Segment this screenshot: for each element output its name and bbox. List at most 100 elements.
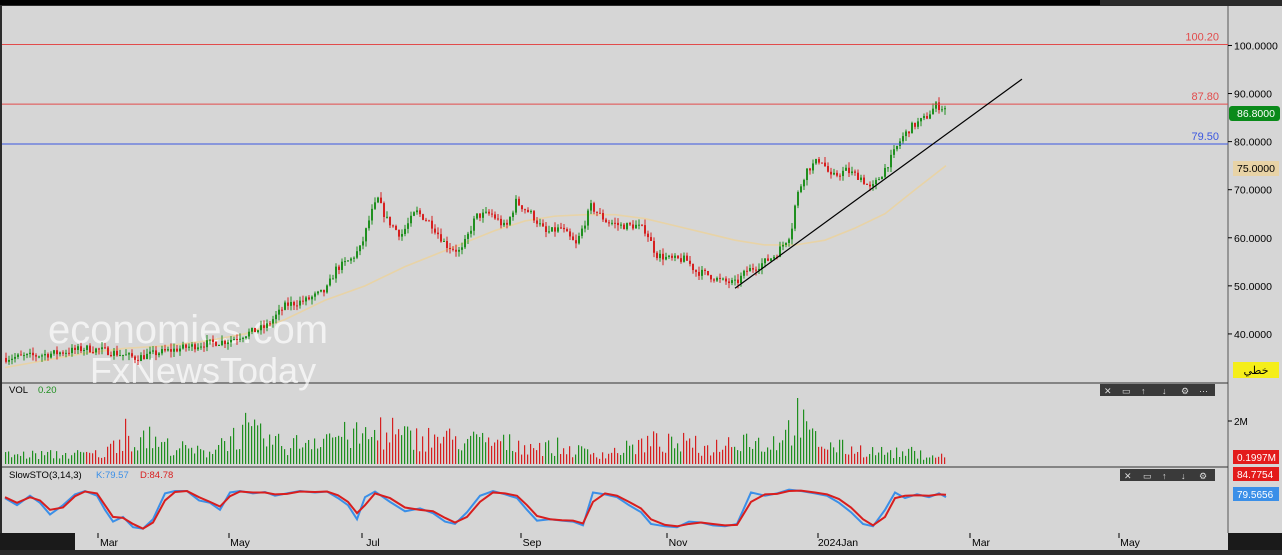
candle-body bbox=[407, 223, 409, 229]
volume-title: VOL bbox=[9, 385, 28, 396]
stochastic-panel[interactable] bbox=[2, 467, 1228, 533]
volume-bar bbox=[332, 437, 334, 464]
volume-bar bbox=[161, 442, 163, 464]
volume-bar bbox=[557, 437, 559, 464]
window-icon[interactable]: ▭ bbox=[1143, 471, 1152, 481]
price-axis-label: 50.0000 bbox=[1234, 281, 1272, 293]
volume-bar bbox=[746, 433, 748, 464]
candle-body bbox=[905, 131, 907, 137]
volume-bar bbox=[575, 454, 577, 464]
candle-body bbox=[356, 251, 358, 258]
candle-body bbox=[524, 209, 526, 211]
volume-bar bbox=[704, 445, 706, 464]
candle-body bbox=[608, 222, 610, 224]
collapse-icon[interactable]: ✕ bbox=[1124, 471, 1132, 481]
candle-body bbox=[365, 228, 367, 242]
candle-body bbox=[554, 227, 556, 232]
volume-bar bbox=[761, 451, 763, 464]
candle-body bbox=[623, 224, 625, 230]
volume-bar bbox=[839, 439, 841, 464]
candle-body bbox=[830, 171, 832, 175]
candle-body bbox=[41, 355, 43, 357]
volume-bar bbox=[149, 426, 151, 464]
candle-body bbox=[80, 346, 82, 352]
volume-bar bbox=[626, 440, 628, 464]
volume-bar bbox=[590, 454, 592, 464]
volume-bar bbox=[509, 434, 511, 464]
move-up-icon[interactable]: ↑ bbox=[1162, 471, 1167, 481]
candle-body bbox=[479, 213, 481, 218]
volume-bar bbox=[59, 458, 61, 464]
volume-bar bbox=[20, 455, 22, 464]
candle-body bbox=[668, 255, 670, 257]
volume-bar bbox=[416, 428, 418, 464]
volume-bar bbox=[431, 447, 433, 464]
candle-body bbox=[548, 231, 550, 233]
candle-body bbox=[848, 167, 850, 174]
candle-body bbox=[605, 219, 607, 223]
volume-bar bbox=[836, 452, 838, 464]
candle-body bbox=[380, 197, 382, 204]
volume-bar bbox=[320, 447, 322, 464]
volume-bar bbox=[287, 455, 289, 464]
volume-bar bbox=[806, 421, 808, 464]
volume-bar bbox=[476, 434, 478, 464]
volume-bar bbox=[251, 426, 253, 464]
price-axis-label: 70.0000 bbox=[1234, 185, 1272, 197]
volume-bar bbox=[497, 439, 499, 464]
volume-bar bbox=[896, 447, 898, 464]
volume-bar bbox=[272, 444, 274, 464]
volume-bar bbox=[230, 436, 232, 464]
move-down-icon[interactable]: ↓ bbox=[1162, 386, 1167, 396]
volume-bar bbox=[314, 438, 316, 464]
settings-icon[interactable]: ⚙ bbox=[1181, 386, 1189, 396]
volume-bar bbox=[425, 451, 427, 464]
candle-body bbox=[110, 354, 112, 356]
volume-bar bbox=[380, 417, 382, 464]
volume-bar bbox=[335, 437, 337, 464]
volume-bar bbox=[500, 441, 502, 464]
candle-body bbox=[128, 353, 130, 355]
candle-body bbox=[686, 255, 688, 261]
time-axis: Mar May Jul Sep Nov 2024Jan Mar May bbox=[97, 533, 1141, 549]
candle-body bbox=[26, 353, 28, 356]
arabic-badge[interactable] bbox=[1233, 362, 1279, 378]
candle-body bbox=[413, 212, 415, 216]
candle-body bbox=[464, 238, 466, 248]
collapse-icon[interactable]: ✕ bbox=[1104, 386, 1112, 396]
move-down-icon[interactable]: ↓ bbox=[1181, 471, 1186, 481]
candle-body bbox=[656, 252, 658, 259]
volume-bar bbox=[41, 451, 43, 464]
candle-body bbox=[404, 228, 406, 235]
more-icon[interactable]: ⋯ bbox=[1199, 386, 1208, 396]
settings-icon[interactable]: ⚙ bbox=[1199, 471, 1207, 481]
volume-bar bbox=[473, 431, 475, 464]
candle-body bbox=[206, 340, 208, 348]
candle-body bbox=[737, 279, 739, 284]
volume-bar bbox=[878, 452, 880, 464]
watermark-line-2: FxNewsToday bbox=[90, 350, 316, 391]
candle-body bbox=[221, 340, 223, 345]
volume-bar bbox=[269, 434, 271, 464]
move-up-icon[interactable]: ↑ bbox=[1141, 386, 1146, 396]
window-icon[interactable]: ▭ bbox=[1122, 386, 1131, 396]
candle-body bbox=[785, 242, 787, 245]
candle-body bbox=[725, 278, 727, 282]
candle-body bbox=[881, 176, 883, 180]
price-panel[interactable] bbox=[2, 6, 1228, 383]
volume-bar bbox=[545, 442, 547, 464]
volume-bar bbox=[221, 438, 223, 464]
trendline[interactable] bbox=[734, 78, 1023, 289]
candle-body bbox=[260, 325, 262, 331]
candle-body bbox=[284, 302, 286, 310]
candle-body bbox=[158, 353, 160, 356]
volume-bar bbox=[863, 457, 865, 464]
volume-bar bbox=[731, 447, 733, 464]
price-axis-label: 90.0000 bbox=[1234, 89, 1272, 101]
candle-body bbox=[641, 224, 643, 226]
candle-body bbox=[308, 297, 310, 300]
volume-bar bbox=[908, 448, 910, 464]
volume-bar bbox=[803, 409, 805, 464]
